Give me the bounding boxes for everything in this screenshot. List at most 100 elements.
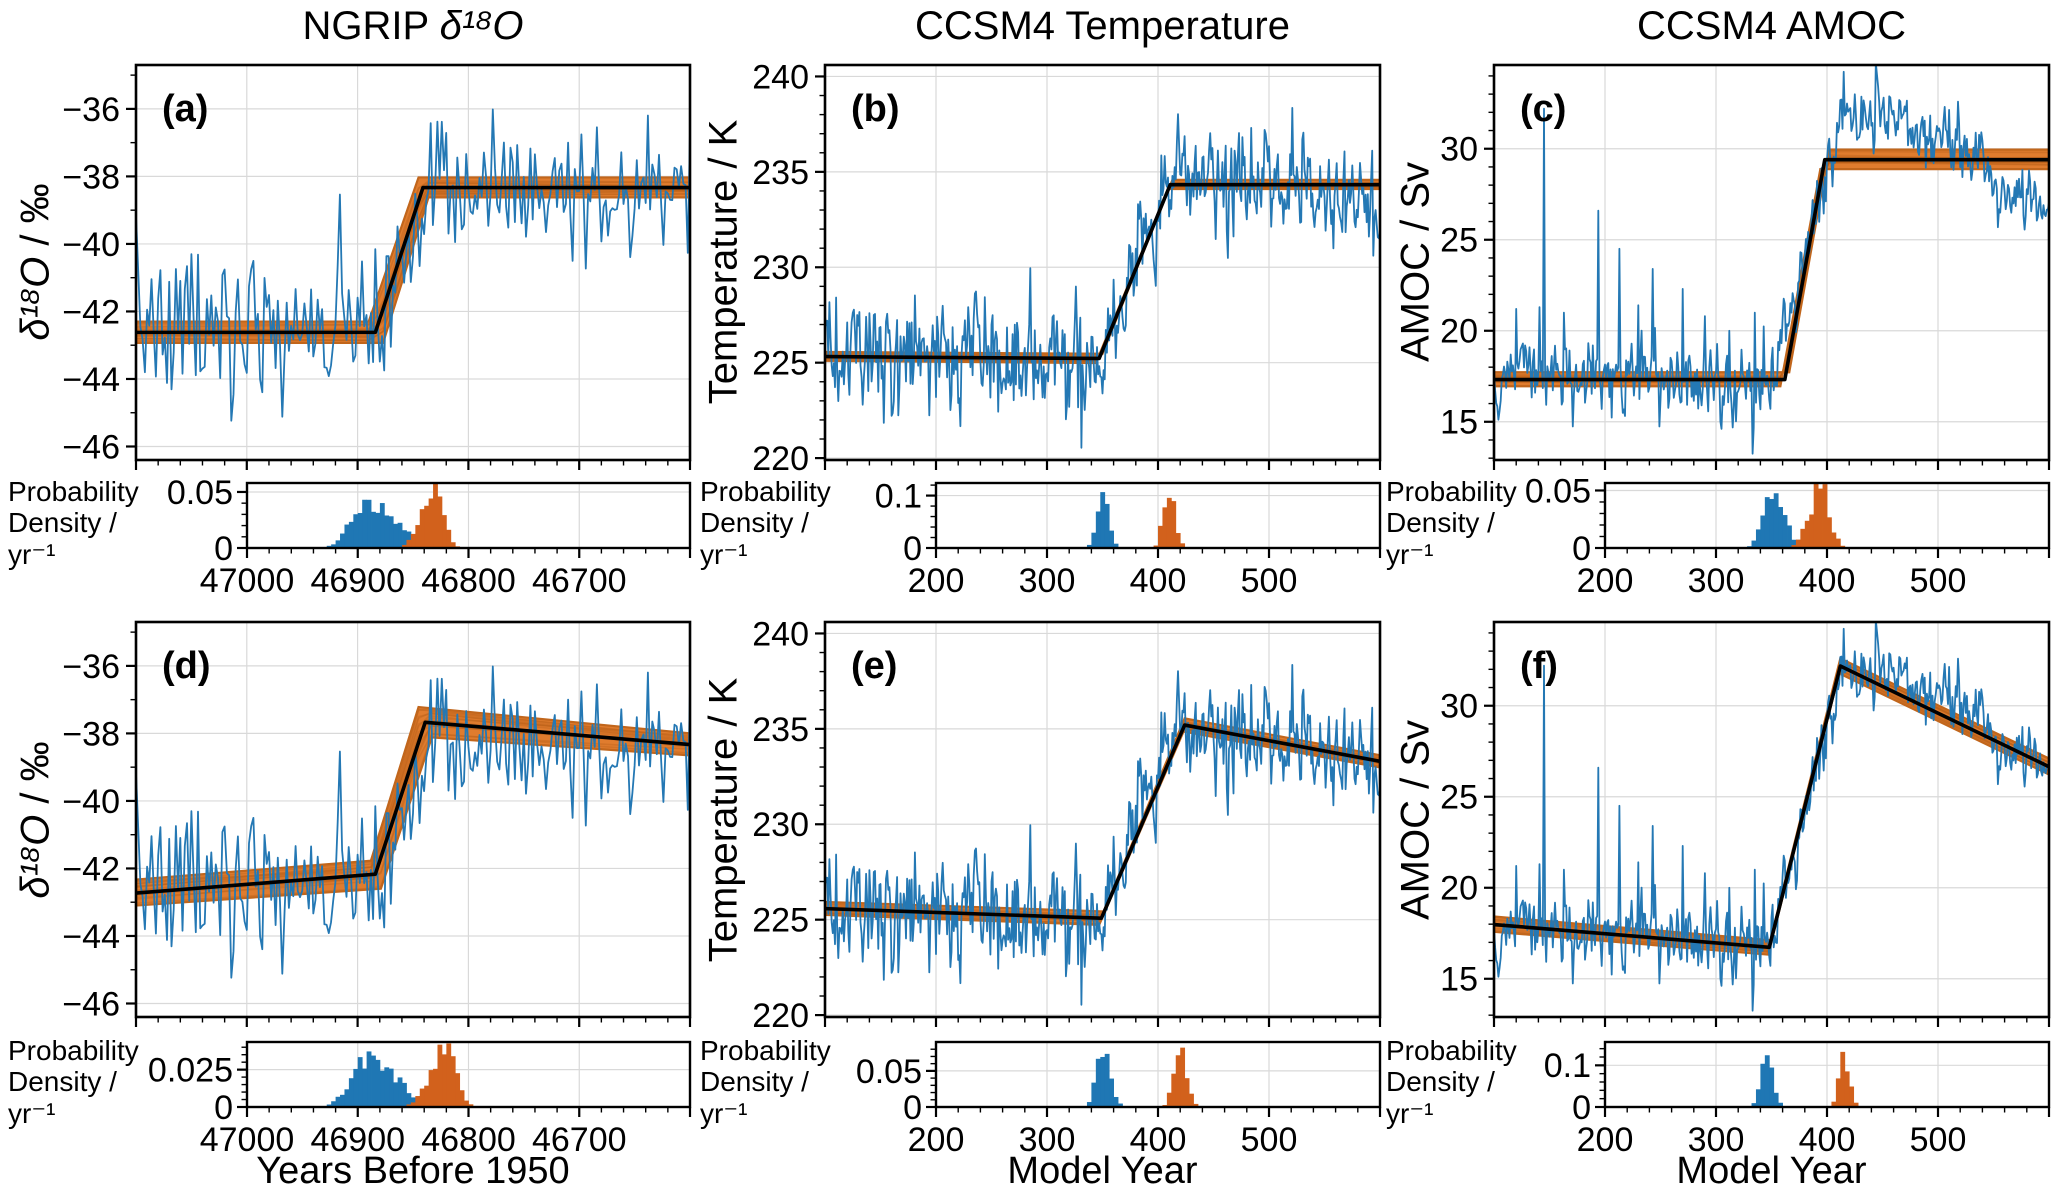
title-ngrip: NGRIP δ¹⁸O — [302, 4, 524, 48]
panel-d-data-line — [136, 665, 690, 979]
y-tick-label: 235 — [752, 154, 809, 192]
pd-caption-line: yr⁻¹ — [1386, 1097, 1434, 1129]
y-tick-label: 20 — [1440, 870, 1478, 908]
title-ccsm4-temperature: CCSM4 Temperature — [915, 4, 1290, 48]
panel-d-fit-line — [135, 720, 691, 895]
panel-b-end-histogram-orange — [1153, 497, 1186, 548]
y-tick-label: −44 — [62, 918, 120, 956]
pd-caption-d: Probability Density / yr⁻¹ — [8, 1035, 238, 1129]
density-y-tick-label: 0 — [903, 530, 922, 568]
y-tick-label: 30 — [1440, 131, 1478, 169]
panel-e-density-gridlines — [936, 1042, 1380, 1107]
pd-caption-line: Density / — [1386, 1066, 1495, 1098]
density-y-tick-label: 0.05 — [856, 1053, 922, 1091]
x-tick-label: 300 — [1019, 1121, 1076, 1159]
pd-caption-line: Probability — [1386, 476, 1517, 507]
y-tick-label: 220 — [752, 440, 809, 478]
density-y-tick-label: 0 — [214, 1089, 233, 1127]
pd-caption-line: Probability — [700, 1035, 831, 1066]
y-tick-label: 220 — [752, 997, 809, 1035]
panel-f-fit-line — [1493, 664, 2050, 950]
panel-a-data-line — [136, 108, 690, 422]
x-tick-label: 300 — [1688, 562, 1745, 600]
x-tick-label: 500 — [1241, 1121, 1298, 1159]
y-tick-label: 20 — [1440, 313, 1478, 351]
pd-caption-f: Probability Density / yr⁻¹ — [1386, 1035, 1616, 1129]
x-tick-label: 47000 — [200, 562, 295, 600]
panel-c-axes: 30 25 20 15 (c) — [1440, 63, 2051, 470]
y-tick-label: 15 — [1440, 961, 1478, 999]
panel-f-data-line — [1494, 622, 2049, 1012]
x-tick-label: 200 — [908, 562, 965, 600]
y-tick-label: −38 — [62, 158, 120, 196]
pd-caption-line: Probability — [8, 476, 139, 507]
pd-caption-line: Probability — [1386, 1035, 1517, 1066]
xlabel-model-year-temp: Model Year — [1007, 1150, 1198, 1192]
x-tick-label: 46800 — [421, 562, 516, 600]
x-tick-label: 300 — [1688, 1121, 1745, 1159]
y-tick-label: −42 — [62, 293, 120, 331]
panel-c-fit-line — [1494, 157, 2049, 382]
panel-b-onset-histogram-blue — [1086, 492, 1123, 548]
panel-e-end-histogram-orange — [1162, 1047, 1199, 1107]
panel-a-end-histogram-orange — [402, 483, 461, 548]
x-tick-label: 46700 — [532, 562, 627, 600]
panel-letter: (e) — [851, 645, 897, 687]
ylabel-amoc-row1: AMOC / Sv — [1393, 161, 1438, 363]
pd-caption-a: Probability Density / yr⁻¹ — [8, 476, 238, 570]
panel-e-axes: 240 235 230 225 220 (e) — [752, 615, 1382, 1035]
x-tick-label: 500 — [1910, 1121, 1967, 1159]
panel-b-data-line — [825, 107, 1380, 449]
pd-caption-line: Density / — [700, 1066, 809, 1098]
panel-letter: (a) — [162, 88, 208, 130]
panel-d-density-axes: 00.025 47000 46900 46800 46700 — [148, 1040, 692, 1159]
title-ccsm4-amoc: CCSM4 AMOC — [1637, 4, 1906, 48]
panel-letter: (c) — [1520, 88, 1566, 130]
panel-e-density-axes: 00.05 200 300 400 500 — [856, 1040, 1382, 1159]
y-tick-label: −46 — [62, 985, 120, 1023]
panel-e-onset-histogram-blue — [1086, 1053, 1123, 1107]
ylabel-d18o-row1: δ¹⁸O / ‰ — [13, 183, 58, 341]
density-y-tick-label: 0 — [903, 1089, 922, 1127]
x-tick-label: 46900 — [310, 562, 405, 600]
ylabel-amoc-row2: AMOC / Sv — [1393, 719, 1438, 921]
panel-letter: (b) — [851, 88, 900, 130]
pd-caption-line: Probability — [8, 1035, 139, 1066]
y-tick-label: −36 — [62, 91, 120, 129]
xlabel-model-year-amoc: Model Year — [1676, 1150, 1867, 1192]
panel-e-gridlines — [825, 622, 1380, 1017]
x-tick-label: 47000 — [200, 1121, 295, 1159]
x-tick-label: 46900 — [310, 1121, 405, 1159]
panel-d-density-gridlines — [247, 1042, 690, 1107]
panel-f-end-histogram-orange — [1831, 1051, 1859, 1107]
y-tick-label: −44 — [62, 361, 120, 399]
pd-caption-line: Density / — [8, 1066, 117, 1098]
panel-letter: (d) — [162, 645, 211, 687]
y-tick-label: 30 — [1440, 688, 1478, 726]
panel-c-data-line — [1494, 65, 2049, 455]
panel-a-onset-histogram-blue — [326, 499, 443, 548]
panel-e-data-line — [825, 664, 1380, 1006]
panel-f-onset-histogram-blue — [1751, 1055, 1788, 1107]
pd-caption-b: Probability Density / yr⁻¹ — [700, 476, 930, 570]
y-tick-label: 230 — [752, 806, 809, 844]
pd-caption-line: yr⁻¹ — [1386, 538, 1434, 570]
panel-b-fit-line — [824, 182, 1380, 361]
panel-a-density-gridlines — [247, 483, 690, 548]
ylabel-temperature-row2: Temperature / K — [701, 677, 746, 963]
y-tick-label: 15 — [1440, 404, 1478, 442]
x-tick-label: 500 — [1910, 562, 1967, 600]
y-tick-label: −40 — [62, 783, 120, 821]
x-tick-label: 200 — [908, 1121, 965, 1159]
x-tick-label: 200 — [1577, 562, 1634, 600]
x-tick-label: 46700 — [532, 1121, 627, 1159]
panel-f-density-axes: 0 0.1 200 300 400 500 — [1544, 1040, 2051, 1159]
pd-caption-line: yr⁻¹ — [8, 1097, 56, 1129]
y-tick-label: −40 — [62, 226, 120, 264]
density-y-tick-label: 0.025 — [148, 1052, 233, 1090]
y-tick-label: 225 — [752, 345, 809, 383]
density-y-tick-label: 0 — [1572, 530, 1591, 568]
panel-e-fit-line — [824, 723, 1381, 920]
